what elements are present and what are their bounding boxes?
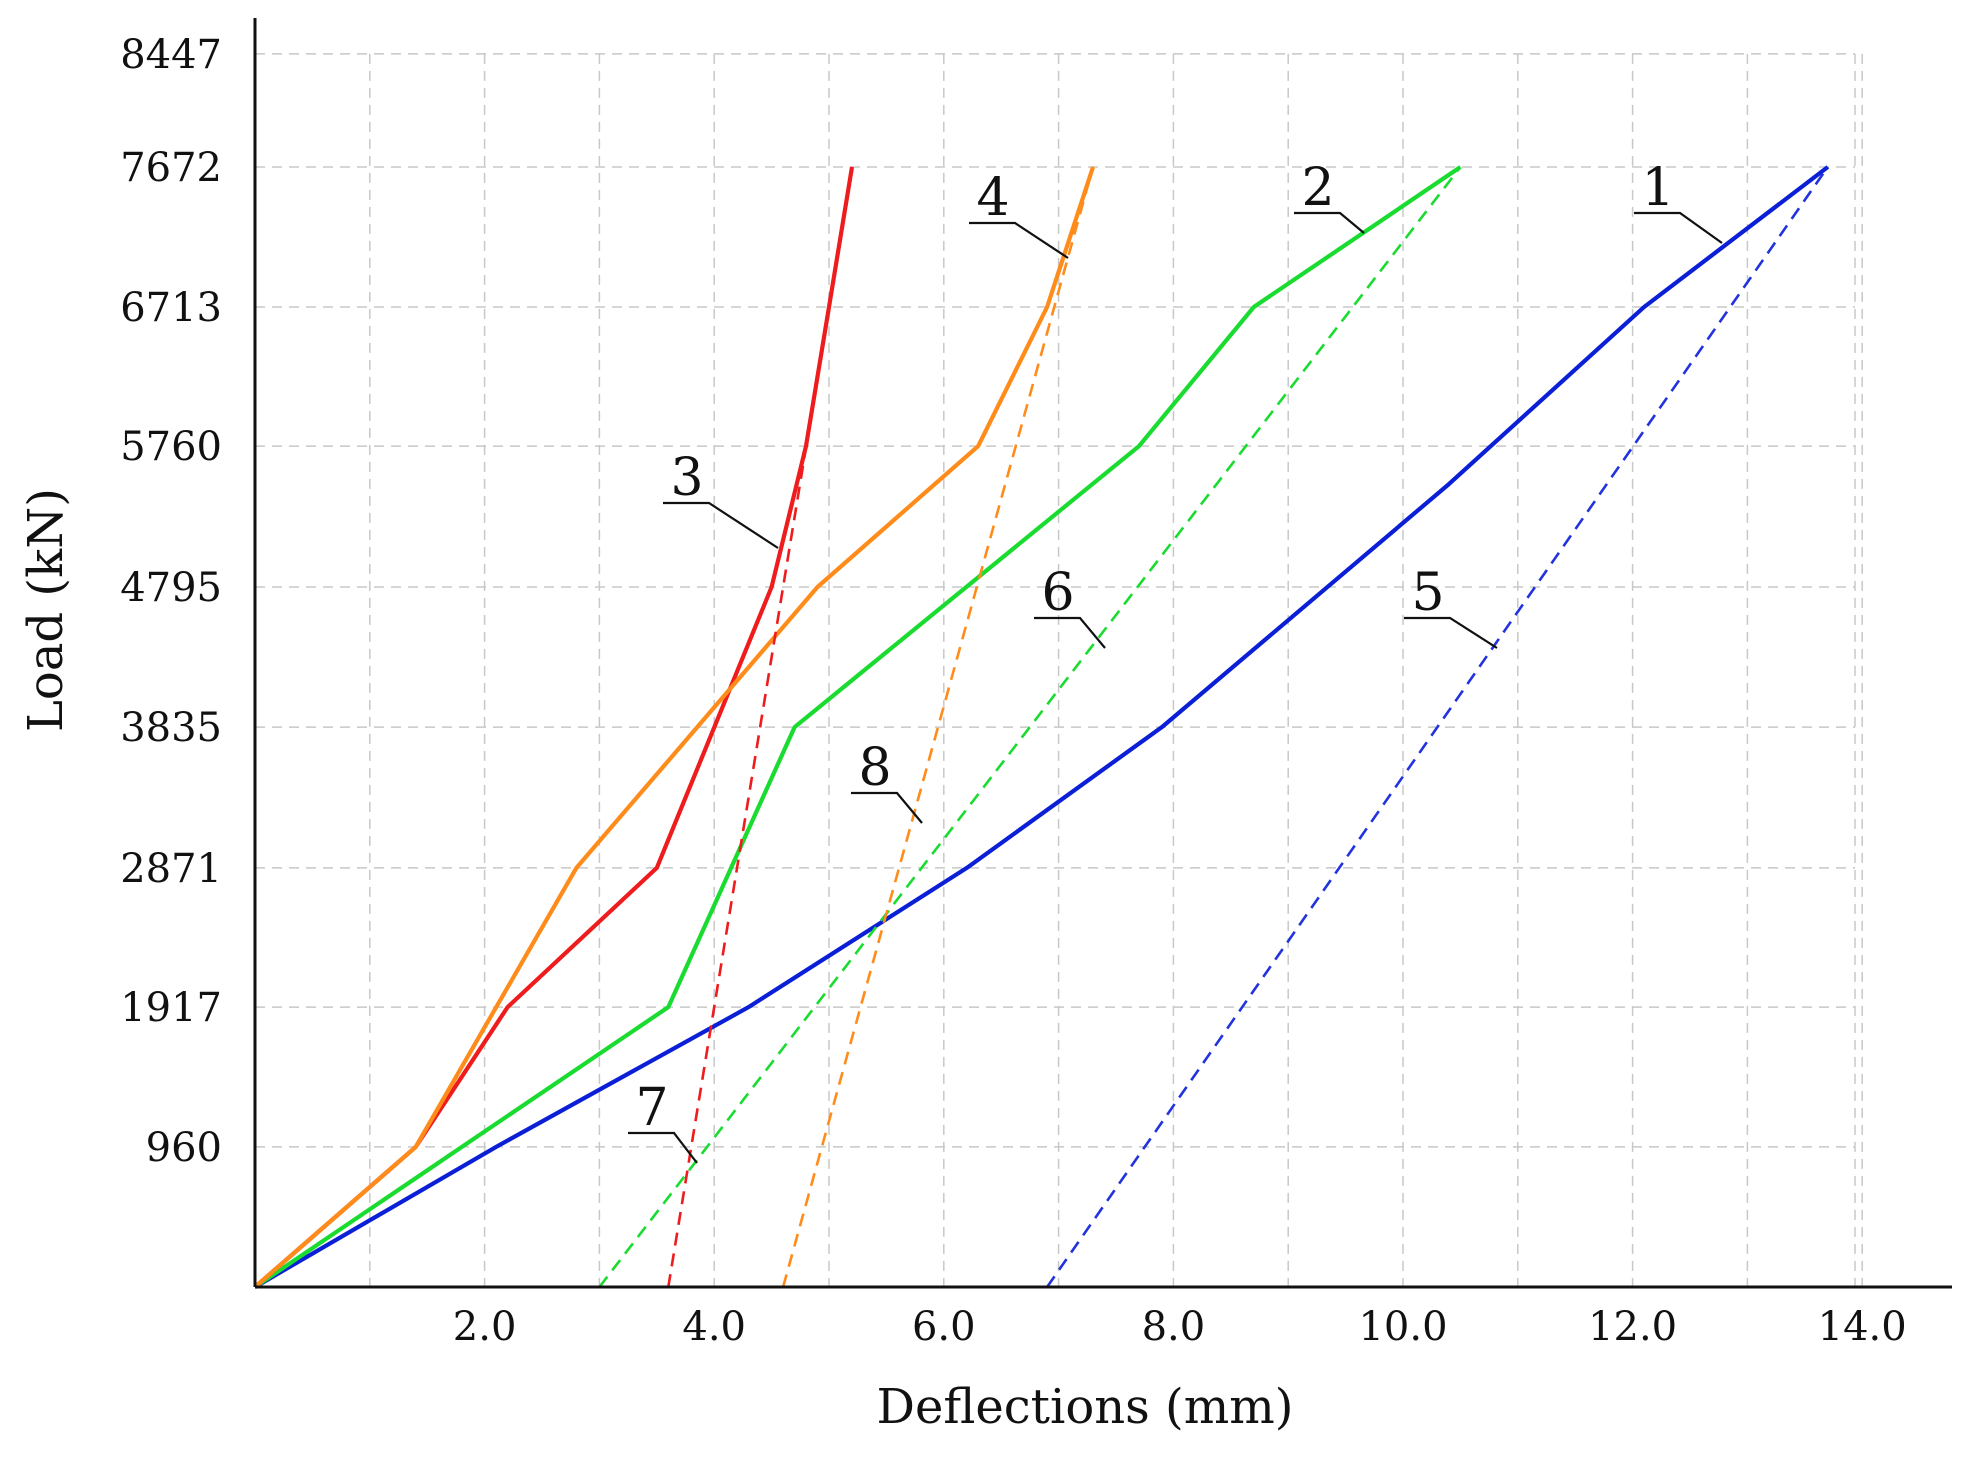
leader-line-2 xyxy=(1294,211,1365,234)
curve-label-5: 5 xyxy=(1411,563,1444,623)
y-tick-label: 3835 xyxy=(120,705,222,751)
series-line-7 xyxy=(667,166,854,1288)
x-tick-label: 14.0 xyxy=(1818,1304,1907,1350)
x-tick-label: 10.0 xyxy=(1358,1304,1447,1350)
series-line-6 xyxy=(598,166,1462,1288)
y-tick-label: 960 xyxy=(146,1125,222,1171)
curve-annotations: 1 2 3 4 5 6 7 8 xyxy=(628,158,1723,1164)
y-tick-label: 5760 xyxy=(120,424,222,470)
series-line-8 xyxy=(781,166,1095,1288)
curve-label-4: 4 xyxy=(976,168,1009,228)
x-axis-title: Deflections (mm) xyxy=(876,1379,1293,1435)
y-axis-title: Load (kN) xyxy=(18,488,74,732)
series-lines xyxy=(253,165,1830,1289)
x-tick-label: 6.0 xyxy=(912,1304,976,1350)
curve-label-8: 8 xyxy=(858,738,891,798)
x-tick-label: 12.0 xyxy=(1588,1304,1677,1350)
leader-line-4 xyxy=(969,221,1069,259)
series-line-1 xyxy=(253,165,1830,1289)
x-tick-label: 2.0 xyxy=(453,1304,517,1350)
leader-line-3 xyxy=(663,501,779,549)
leader-line-1 xyxy=(1634,211,1723,244)
curve-label-3: 3 xyxy=(670,448,703,508)
leader-line-5 xyxy=(1404,616,1498,649)
series-line-4 xyxy=(253,166,1095,1289)
curve-label-1: 1 xyxy=(1641,158,1674,218)
x-tick-label: 4.0 xyxy=(682,1304,746,1350)
curve-label-6: 6 xyxy=(1041,563,1074,623)
x-tick-label: 8.0 xyxy=(1142,1304,1206,1350)
leader-line-6 xyxy=(1034,616,1106,649)
grid xyxy=(255,53,1863,1287)
series-line-5 xyxy=(1046,166,1829,1288)
y-tick-label: 6713 xyxy=(120,285,222,331)
curve-label-2: 2 xyxy=(1301,158,1334,218)
curve-label-7: 7 xyxy=(635,1078,668,1138)
leader-line-8 xyxy=(851,791,923,824)
y-tick-label: 2871 xyxy=(120,846,222,892)
y-tick-label: 8447 xyxy=(120,32,222,78)
axes xyxy=(253,18,1952,1289)
y-tick-label: 4795 xyxy=(120,565,222,611)
leader-line-7 xyxy=(628,1131,698,1164)
series-line-2 xyxy=(253,165,1462,1289)
y-tick-label: 1917 xyxy=(120,985,222,1031)
y-tick-label: 7672 xyxy=(120,145,222,191)
